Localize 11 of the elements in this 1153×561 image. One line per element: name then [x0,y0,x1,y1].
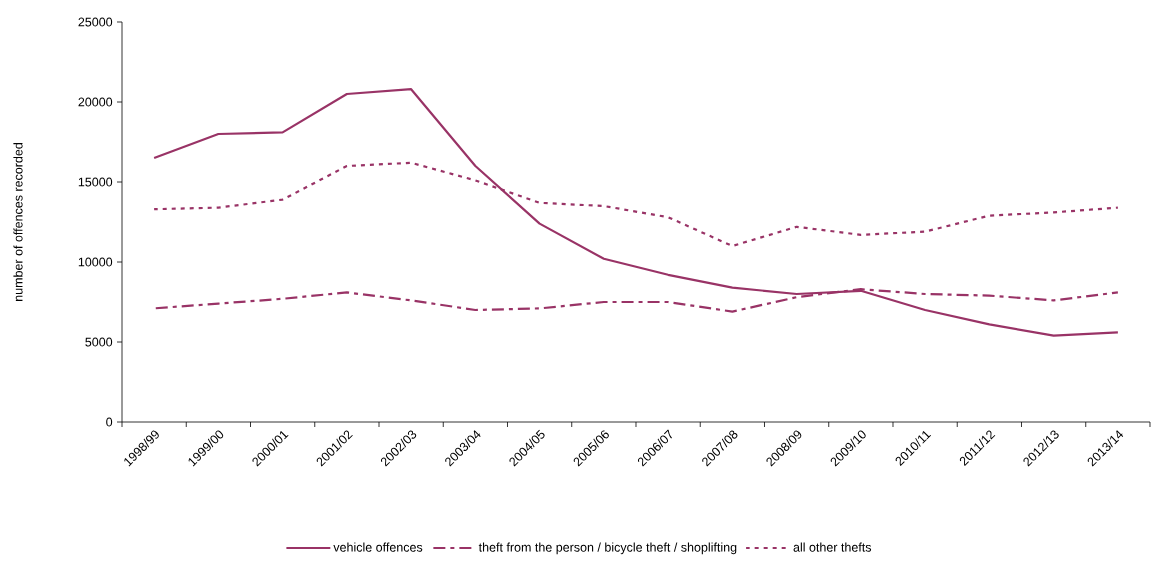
y-tick-label: 5000 [85,337,113,347]
y-tick-label: 20000 [78,97,113,107]
y-tick-label: 10000 [78,257,113,267]
legend-label: vehicle offences [333,542,423,552]
y-tick-label: 25000 [78,17,113,27]
line-series [153,88,1119,337]
legend-label: all other thefts [793,542,872,552]
y-tick-label: 15000 [78,177,113,187]
y-axis-title: number of offences recorded [13,143,23,301]
y-tick-label: 0 [106,417,113,427]
legend-label: theft from the person / bicycle theft / shoplifting [478,542,737,555]
